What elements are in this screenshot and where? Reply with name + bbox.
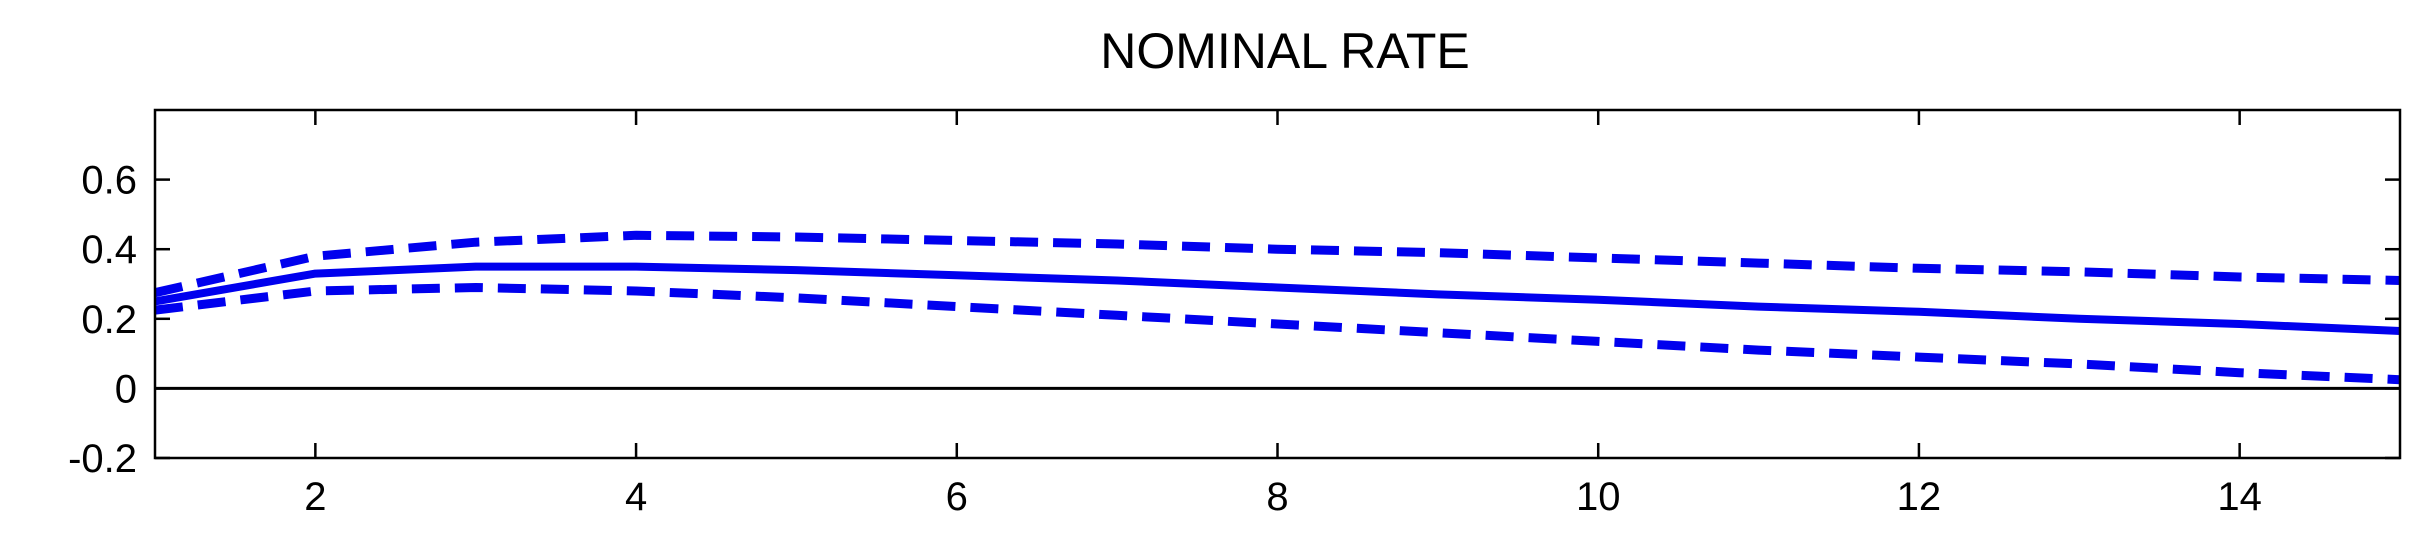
- x-tick-label: 6: [946, 475, 968, 519]
- chart-title: NOMINAL RATE: [1100, 23, 1469, 79]
- x-tick-label: 4: [625, 475, 647, 519]
- series-layer: [154, 230, 2401, 385]
- series-dashed-line-1: [154, 230, 2401, 298]
- y-axis-ticks: -0.2 0 0.2 0.4 0.6: [68, 159, 2400, 481]
- x-tick-label: 12: [1897, 475, 1942, 519]
- y-tick-label: 0.4: [81, 228, 137, 272]
- x-tick-label: 2: [304, 475, 326, 519]
- x-tick-label: 10: [1576, 475, 1621, 519]
- y-tick-label: -0.2: [68, 437, 137, 481]
- x-tick-label: 14: [2217, 475, 2262, 519]
- y-tick-label: 0: [115, 367, 137, 411]
- x-tick-label: 8: [1266, 475, 1288, 519]
- x-axis-ticks: 2 4 6 8 10 12 14: [304, 110, 2262, 519]
- series-dashed-line-2: [154, 283, 2401, 385]
- series-solid-line: [154, 262, 2401, 335]
- y-tick-label: 0.6: [81, 159, 137, 203]
- y-tick-label: 0.2: [81, 298, 137, 342]
